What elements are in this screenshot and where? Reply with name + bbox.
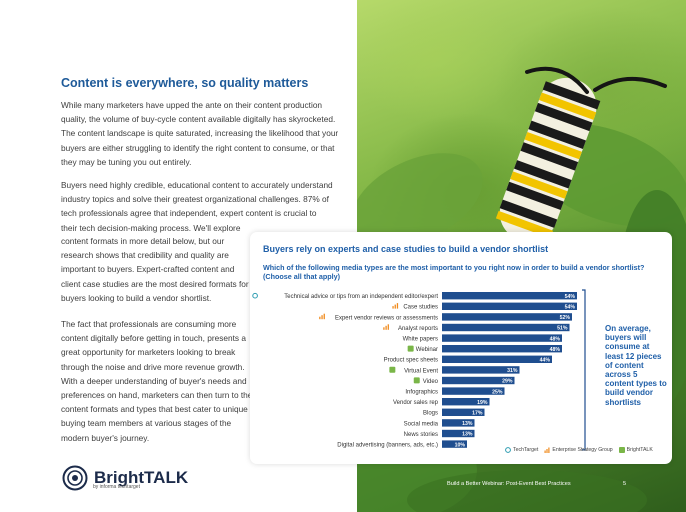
- value-label: 25%: [492, 389, 503, 395]
- esg-icon: [544, 447, 550, 453]
- chart-card: Buyers rely on experts and case studies …: [250, 232, 672, 464]
- logo-esg: Enterprise Strategy Group: [544, 447, 613, 453]
- chart-source-logos: TechTarget Enterprise Strategy Group Bri…: [505, 445, 665, 455]
- bar: [442, 429, 475, 438]
- category-label: Infographics: [405, 390, 438, 396]
- value-label: 13%: [462, 432, 473, 438]
- logo-techtarget-label: TechTarget: [513, 447, 539, 453]
- footer-title: Build a Better Webinar: Post-Event Best …: [447, 481, 571, 487]
- category-label: Product spec sheets: [384, 358, 438, 364]
- paragraph-credibility-cont: content formats in more detail below, bu…: [61, 236, 249, 303]
- bar: [442, 345, 562, 353]
- logo-esg-label: Enterprise Strategy Group: [552, 447, 613, 453]
- esg-icon: [392, 303, 399, 309]
- chart-bracket: [582, 289, 586, 451]
- brighttalk-icon: [618, 447, 625, 453]
- brand-sub: by informa techtarget: [93, 484, 140, 490]
- category-label: Analyst reports: [398, 326, 438, 332]
- value-label: 10%: [455, 442, 466, 448]
- chart-question: Which of the following media types are t…: [263, 263, 645, 281]
- logo-brighttalk-label: BrightTALK: [626, 447, 653, 453]
- category-label: Digital advertising (banners, ads, etc.): [337, 443, 438, 449]
- logo-brighttalk: BrightTALK: [618, 447, 653, 453]
- caterpillar-illustration: [357, 66, 686, 512]
- bar: [442, 313, 572, 321]
- category-label: News stories: [404, 432, 438, 438]
- brighttalk-logo-icon: [62, 465, 88, 491]
- section-heading: Content is everywhere, so quality matter…: [61, 76, 309, 90]
- value-label: 51%: [557, 326, 568, 332]
- brand-logo: BrightTALK by informa techtarget: [62, 463, 188, 493]
- techtarget-icon: [252, 292, 258, 299]
- value-label: 52%: [560, 315, 571, 321]
- value-label: 54%: [565, 305, 576, 311]
- category-label: Video: [423, 379, 439, 385]
- category-label: Case studies: [403, 305, 438, 311]
- bar: [442, 376, 515, 385]
- bar: [442, 387, 505, 395]
- brighttalk-icon: [407, 345, 414, 352]
- brighttalk-icon: [389, 366, 396, 373]
- value-label: 19%: [477, 400, 488, 406]
- value-label: 48%: [550, 336, 561, 342]
- value-label: 17%: [472, 411, 483, 417]
- bar: [442, 398, 490, 406]
- value-label: 48%: [550, 347, 561, 353]
- bar: [442, 355, 552, 363]
- value-label: 54%: [565, 294, 576, 300]
- bar: [442, 292, 577, 300]
- value-label: 44%: [540, 358, 551, 364]
- bar: [442, 440, 467, 448]
- logo-techtarget: TechTarget: [505, 447, 538, 453]
- chart-title: Buyers rely on experts and case studies …: [263, 244, 549, 254]
- bar: [442, 334, 562, 342]
- bar: [442, 302, 577, 310]
- category-label: Expert vendor reviews or assessments: [335, 315, 438, 321]
- value-label: 29%: [502, 379, 513, 385]
- category-label: White papers: [403, 337, 438, 343]
- category-label: Blogs: [423, 411, 438, 417]
- techtarget-icon: [505, 447, 511, 453]
- paragraph-digital: The fact that professionals are consumin…: [61, 319, 253, 443]
- category-label: Webinar: [416, 347, 438, 353]
- paragraph-intro: While many marketers have upped the ante…: [61, 100, 339, 167]
- bar-chart: Technical advice or tips from an indepen…: [252, 289, 586, 451]
- bar: [442, 408, 485, 416]
- category-label: Technical advice or tips from an indepen…: [284, 294, 438, 300]
- category-label: Vendor sales rep: [393, 400, 439, 406]
- value-label: 13%: [462, 421, 473, 427]
- category-label: Virtual Event: [404, 368, 438, 374]
- brighttalk-icon: [413, 377, 420, 384]
- page-number: 5: [623, 481, 627, 487]
- bar: [442, 419, 475, 427]
- value-label: 31%: [507, 368, 518, 374]
- bar: [442, 323, 570, 332]
- esg-icon: [383, 324, 389, 330]
- chart-callout: On average, buyers will consume at least…: [605, 324, 667, 407]
- brand-name: BrightTALK: [94, 468, 189, 487]
- esg-icon: [319, 313, 325, 320]
- paragraph-credibility: Buyers need highly credible, educational…: [61, 180, 333, 233]
- category-label: Social media: [404, 421, 439, 427]
- bar: [442, 366, 520, 374]
